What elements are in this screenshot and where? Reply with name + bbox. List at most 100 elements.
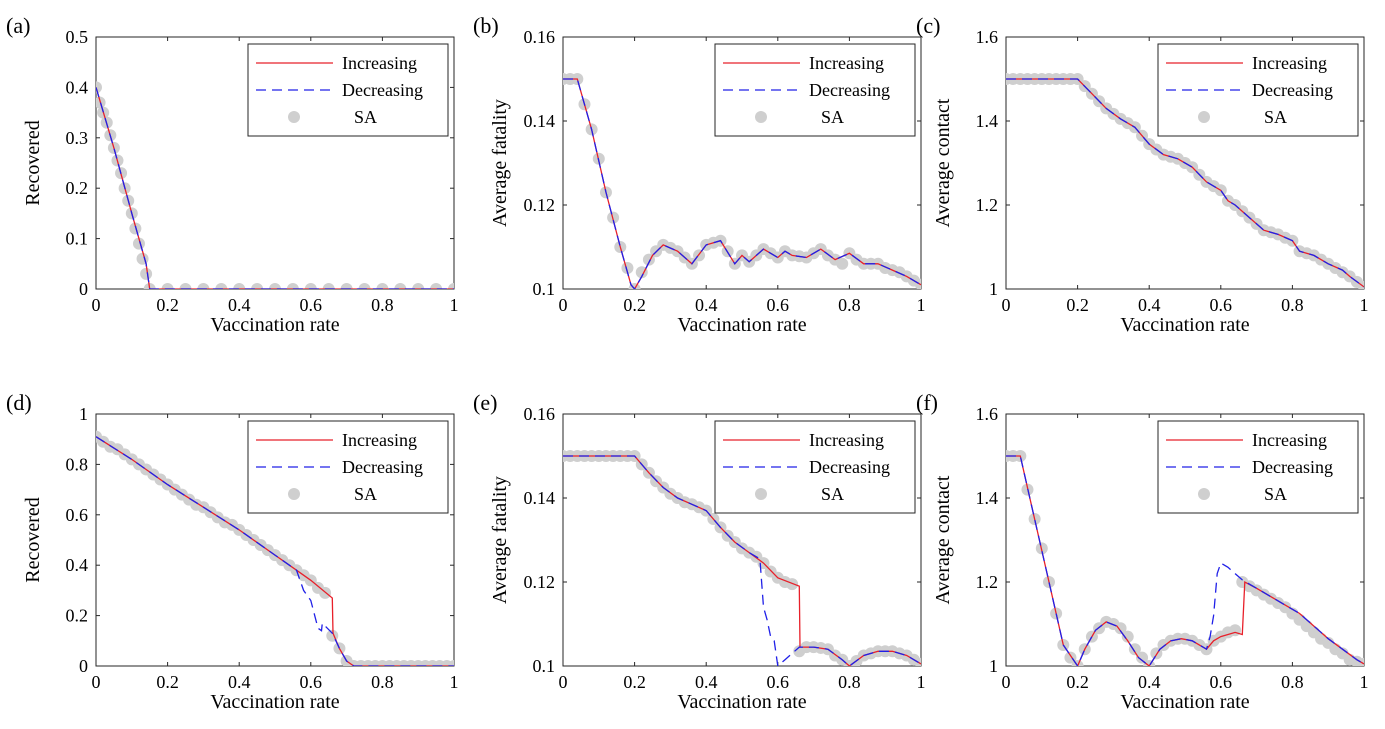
y-tick-label: 0.16 — [524, 404, 556, 424]
decreasing-line — [96, 87, 454, 289]
x-tick-label: 0.6 — [767, 295, 790, 315]
legend-increasing-label: Increasing — [342, 53, 417, 73]
x-tick-label: 0 — [559, 672, 568, 692]
sa-series — [96, 81, 454, 289]
legend-sa-label: SA — [821, 484, 844, 504]
sa-point — [129, 222, 142, 235]
y-tick-label: 0.3 — [66, 128, 89, 148]
y-tick-label: 0.16 — [524, 27, 556, 47]
sa-point — [132, 237, 145, 250]
y-tick-label: 0.5 — [66, 27, 89, 47]
legend-sa-label: SA — [354, 484, 377, 504]
legend-decreasing-label: Decreasing — [809, 457, 890, 477]
x-tick-label: 0.8 — [838, 672, 861, 692]
x-tick-label: 1 — [917, 672, 926, 692]
y-tick-label: 1.2 — [976, 195, 999, 215]
panel-label: (f) — [916, 390, 938, 415]
plot-area — [563, 450, 921, 666]
legend-decreasing-label: Decreasing — [1252, 457, 1333, 477]
legend: Increasing Decreasing SA — [714, 43, 916, 137]
y-tick-label: 1.4 — [976, 488, 999, 508]
legend-sa-marker — [1198, 488, 1210, 500]
legend: Increasing Decreasing SA — [714, 420, 916, 514]
sa-point — [304, 283, 317, 289]
x-tick-label: 0.2 — [1066, 672, 1089, 692]
y-tick-label: 1 — [989, 279, 998, 299]
y-axis-label: Recovered — [22, 120, 44, 206]
x-tick-label: 0 — [559, 295, 568, 315]
x-axis-label: Vaccination rate — [210, 691, 339, 713]
legend-increasing-label: Increasing — [809, 430, 884, 450]
sa-point — [340, 283, 353, 289]
decreasing-line — [1006, 455, 1364, 666]
y-tick-label: 0.2 — [66, 606, 89, 626]
panel-label: (a) — [6, 13, 30, 38]
chart-panel: (b) 0 0.2 0.4 0.6 0.8 1 0.1 0.12 0.14 0.16 Vaccinat… — [473, 13, 926, 336]
sa-point — [322, 283, 335, 289]
legend-sa-marker — [1198, 111, 1210, 123]
y-axis-label: Average contact — [932, 98, 954, 227]
legend-increasing-label: Increasing — [1252, 430, 1327, 450]
y-axis-label: Recovered — [22, 497, 44, 583]
chart-panel: (d) 0 0.2 0.4 0.6 0.8 1 0 0.2 0.4 0.6 0.8 1 Vaccinati… — [6, 390, 459, 713]
sa-point — [215, 283, 228, 289]
y-tick-label: 0.1 — [533, 279, 556, 299]
decreasing-line — [1006, 78, 1364, 288]
x-tick-label: 0.6 — [1210, 295, 1233, 315]
legend-increasing-label: Increasing — [342, 430, 417, 450]
x-tick-label: 1 — [1360, 295, 1369, 315]
sa-point — [197, 283, 210, 289]
x-tick-label: 0 — [92, 672, 101, 692]
x-tick-label: 0.8 — [1281, 295, 1304, 315]
panel-label: (d) — [6, 390, 32, 415]
sa-point — [358, 283, 371, 289]
sa-point — [161, 283, 174, 289]
sa-series — [1006, 450, 1364, 666]
legend: Increasing Decreasing SA — [1157, 43, 1359, 137]
legend-decreasing-label: Decreasing — [1252, 80, 1333, 100]
legend-sa-marker — [288, 488, 300, 500]
x-axis-label: Vaccination rate — [677, 314, 806, 336]
x-tick-label: 0.2 — [623, 295, 646, 315]
y-tick-label: 0.8 — [66, 454, 89, 474]
sa-point — [376, 283, 389, 289]
y-tick-label: 0.2 — [66, 178, 89, 198]
x-tick-label: 0 — [1002, 672, 1011, 692]
legend-sa-label: SA — [1264, 484, 1287, 504]
y-tick-label: 1.6 — [976, 404, 999, 424]
legend: Increasing Decreasing SA — [247, 43, 449, 137]
panel-label: (c) — [916, 13, 940, 38]
x-tick-label: 0.8 — [371, 672, 394, 692]
sa-point — [179, 283, 192, 289]
decreasing-line — [96, 436, 454, 666]
legend-decreasing-label: Decreasing — [342, 80, 423, 100]
y-tick-label: 0.14 — [524, 488, 556, 508]
sa-point — [915, 278, 921, 289]
legend-sa-marker — [755, 111, 767, 123]
sa-point — [286, 283, 299, 289]
y-tick-label: 0.1 — [66, 229, 89, 249]
y-tick-label: 0.12 — [524, 195, 556, 215]
legend-sa-marker — [288, 111, 300, 123]
x-tick-label: 1 — [1360, 672, 1369, 692]
sa-point — [251, 283, 264, 289]
x-axis-label: Vaccination rate — [210, 314, 339, 336]
legend: Increasing Decreasing SA — [1157, 420, 1359, 514]
sa-point — [1114, 622, 1127, 635]
x-tick-label: 0.4 — [228, 295, 251, 315]
y-axis-label: Average fatality — [489, 476, 511, 604]
decreasing-line — [563, 455, 921, 666]
x-axis-label: Vaccination rate — [1120, 691, 1249, 713]
sa-point — [394, 283, 407, 289]
legend-increasing-label: Increasing — [809, 53, 884, 73]
sa-point — [140, 267, 153, 280]
legend-increasing-label: Increasing — [1252, 53, 1327, 73]
y-tick-label: 0 — [79, 656, 88, 676]
plot-area — [1006, 450, 1364, 666]
x-tick-label: 0.2 — [156, 295, 179, 315]
y-axis-label: Average contact — [932, 475, 954, 604]
x-tick-label: 0.2 — [623, 672, 646, 692]
x-tick-label: 0.4 — [228, 672, 251, 692]
sa-point — [621, 262, 634, 274]
